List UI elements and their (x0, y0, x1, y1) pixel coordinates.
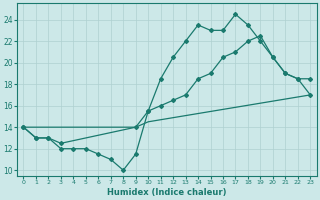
X-axis label: Humidex (Indice chaleur): Humidex (Indice chaleur) (107, 188, 227, 197)
